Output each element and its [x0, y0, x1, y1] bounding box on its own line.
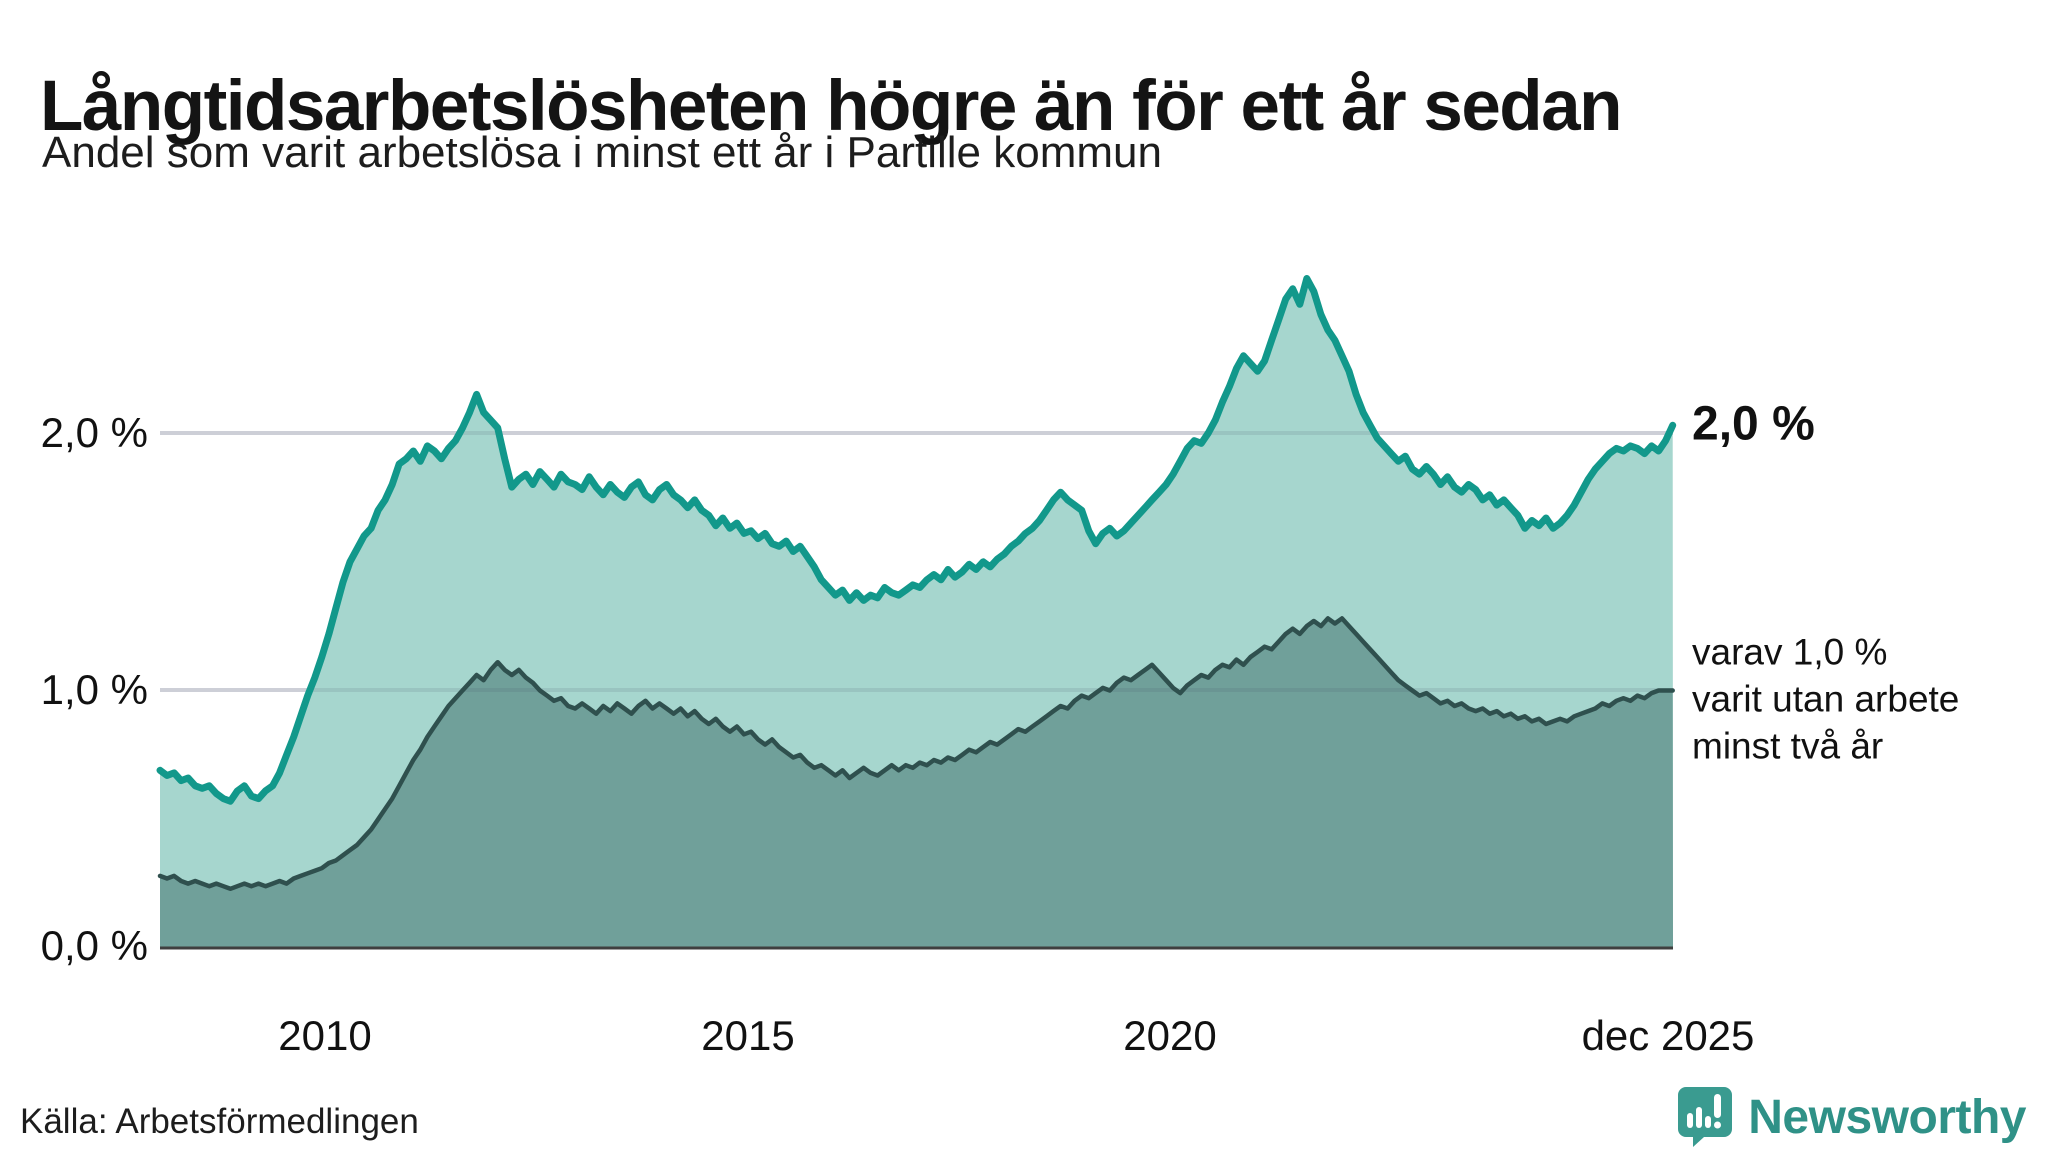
source-attribution: Källa: Arbetsförmedlingen: [20, 1102, 419, 1141]
chart-subtitle: Andel som varit arbetslösa i minst ett å…: [42, 128, 1162, 177]
secondary-annotation-line-3: minst två år: [1692, 725, 1884, 767]
page-title: Långtidsarbetslösheten högre än för ett …: [40, 66, 1623, 146]
secondary-series-annotation: varav 1,0 % varit utan arbete minst två …: [1692, 630, 1959, 771]
newsworthy-logo[interactable]: Newsworthy: [1676, 1086, 2026, 1148]
x-tick-dec-2025: dec 2025: [1581, 1012, 1755, 1059]
x-tick-2015: 2015: [701, 1012, 795, 1059]
secondary-annotation-line-1: varav 1,0 %: [1692, 631, 1888, 673]
newsworthy-wordmark: Newsworthy: [1748, 1090, 2026, 1144]
series-one-year-line: [156, 275, 1677, 805]
y-tick-0pct: 0,0 %: [40, 922, 148, 969]
series-end-value-label: 2,0 %: [1692, 397, 1815, 451]
series-two-year-area: [160, 618, 1673, 948]
y-tick-2pct: 2,0 %: [40, 409, 148, 456]
newsworthy-bubble-icon: [1678, 1087, 1733, 1147]
secondary-annotation-line-2: varit utan arbete: [1692, 678, 1960, 720]
x-tick-2010: 2010: [278, 1012, 372, 1059]
y-tick-1pct: 1,0 %: [40, 666, 148, 713]
series-two-year-line: [157, 616, 1675, 892]
x-tick-2020: 2020: [1123, 1012, 1217, 1059]
